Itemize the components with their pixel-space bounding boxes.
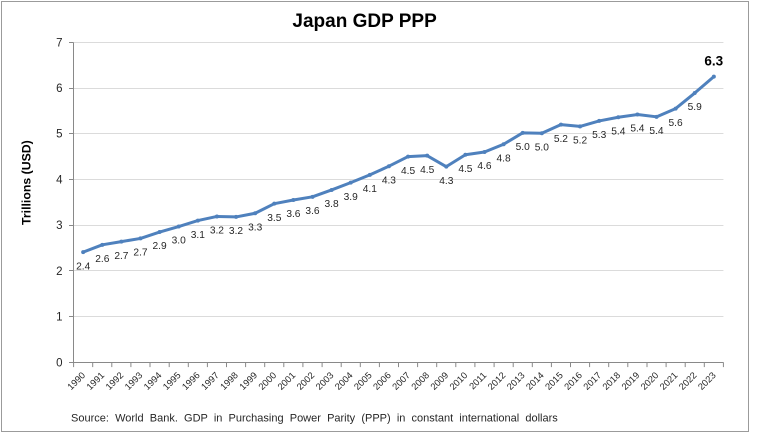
svg-text:5.0: 5.0 bbox=[535, 143, 549, 154]
svg-text:5.2: 5.2 bbox=[554, 134, 568, 145]
svg-text:5.2: 5.2 bbox=[573, 136, 587, 147]
svg-text:Trillions (USD): Trillions (USD) bbox=[20, 140, 34, 225]
svg-text:2.9: 2.9 bbox=[153, 241, 167, 252]
svg-text:5.4: 5.4 bbox=[630, 124, 644, 135]
svg-text:5.4: 5.4 bbox=[611, 127, 625, 138]
svg-text:5.3: 5.3 bbox=[592, 130, 606, 141]
svg-text:3.9: 3.9 bbox=[344, 192, 358, 203]
svg-text:0: 0 bbox=[56, 357, 62, 369]
svg-text:3.6: 3.6 bbox=[305, 206, 319, 217]
svg-text:6.3: 6.3 bbox=[704, 54, 723, 69]
svg-text:4.3: 4.3 bbox=[382, 175, 396, 186]
svg-text:2.4: 2.4 bbox=[76, 261, 90, 272]
svg-text:4.5: 4.5 bbox=[401, 166, 415, 177]
svg-text:2: 2 bbox=[56, 266, 62, 278]
svg-text:7: 7 bbox=[56, 37, 62, 49]
svg-text:5.0: 5.0 bbox=[516, 142, 530, 153]
svg-text:4.5: 4.5 bbox=[458, 164, 472, 175]
svg-text:3.5: 3.5 bbox=[267, 213, 281, 224]
svg-text:1: 1 bbox=[56, 312, 62, 324]
svg-text:3.0: 3.0 bbox=[172, 236, 186, 247]
svg-text:4.6: 4.6 bbox=[477, 161, 491, 172]
svg-text:4.8: 4.8 bbox=[497, 153, 511, 164]
svg-text:5: 5 bbox=[56, 129, 62, 141]
svg-text:3.8: 3.8 bbox=[325, 199, 339, 210]
svg-text:6: 6 bbox=[56, 83, 62, 95]
svg-text:3.3: 3.3 bbox=[248, 223, 262, 234]
svg-text:4: 4 bbox=[56, 174, 63, 186]
svg-text:3.2: 3.2 bbox=[210, 226, 224, 237]
svg-text:5.6: 5.6 bbox=[669, 118, 683, 129]
svg-text:2.7: 2.7 bbox=[114, 251, 128, 262]
svg-text:2.6: 2.6 bbox=[95, 254, 109, 265]
svg-text:5.4: 5.4 bbox=[649, 126, 663, 137]
svg-text:5.9: 5.9 bbox=[688, 102, 702, 113]
svg-text:4.5: 4.5 bbox=[420, 165, 434, 176]
svg-text:4.1: 4.1 bbox=[363, 184, 377, 195]
svg-text:Source: World Bank. GDP in: Source: World Bank. GDP in Purchasing Po… bbox=[71, 413, 558, 425]
svg-text:3.1: 3.1 bbox=[191, 230, 205, 241]
svg-text:3: 3 bbox=[56, 220, 62, 232]
svg-text:3.6: 3.6 bbox=[286, 209, 300, 220]
svg-text:2.7: 2.7 bbox=[133, 248, 147, 259]
svg-text:Japan GDP PPP: Japan GDP PPP bbox=[292, 11, 437, 32]
svg-text:4.3: 4.3 bbox=[439, 176, 453, 187]
svg-text:3.2: 3.2 bbox=[229, 226, 243, 237]
